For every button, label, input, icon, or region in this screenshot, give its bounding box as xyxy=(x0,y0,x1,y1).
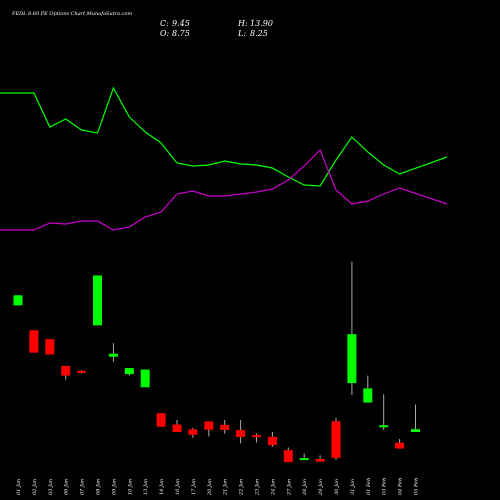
candle-body xyxy=(61,365,71,376)
candle-body xyxy=(411,429,420,433)
x-tick-label: 14 Jan xyxy=(159,479,165,495)
indicator-line-1 xyxy=(0,86,448,187)
candle-body xyxy=(395,442,405,449)
candlesticks xyxy=(13,261,420,463)
x-tick-label: 04 Feb xyxy=(398,478,404,495)
x-tick-label: 24 Jan xyxy=(270,479,276,496)
x-tick-label: 20 Jan xyxy=(207,479,213,496)
x-tick-label: 01 Feb xyxy=(366,478,372,495)
candle-body xyxy=(108,353,118,357)
candle-body xyxy=(252,435,261,438)
x-tick-label: 28 Jan xyxy=(302,479,308,496)
candle-body xyxy=(363,388,373,403)
candle-body xyxy=(13,295,23,306)
x-axis-ticks: 01 Jan 02 Jan 03 Jan 06 Jan 07 Jan 08 Jan 09 J… xyxy=(16,478,420,496)
candle-body xyxy=(347,334,357,384)
candle-body xyxy=(172,424,182,433)
candle-body xyxy=(379,425,389,428)
high-value: 13.90 xyxy=(250,19,273,28)
candle-body xyxy=(331,421,341,459)
candle-body xyxy=(236,430,246,437)
ohlc-readout: C: 9.45 H: 13.90 O: 8.75 L: 8.25 xyxy=(160,19,273,38)
candle-body xyxy=(77,370,87,373)
x-tick-label: 03 Feb xyxy=(382,478,388,495)
x-tick-label: 01 Jan xyxy=(16,479,22,495)
close-label: C: xyxy=(160,19,169,28)
x-tick-label: 16 Jan xyxy=(175,479,181,495)
candle-body xyxy=(315,459,325,462)
candle-body xyxy=(29,330,39,353)
candle-body xyxy=(45,339,55,355)
x-tick-label: 31 Jan xyxy=(350,479,356,495)
x-tick-label: 21 Jan xyxy=(223,479,229,496)
low-value: 8.25 xyxy=(250,29,268,38)
candle-body xyxy=(188,429,198,435)
x-tick-label: 03 Jan xyxy=(48,479,54,495)
x-tick-label: 08 Jan xyxy=(96,479,102,495)
x-tick-label: 30 Jan xyxy=(334,479,340,495)
candle-body xyxy=(204,421,214,430)
x-tick-label: 27 Jan xyxy=(286,479,292,496)
candle-body xyxy=(283,450,293,463)
chart-title: FEDL 8.60 PE Options Chart MunafaSutra.c… xyxy=(11,11,132,17)
x-tick-label: 02 Jan xyxy=(32,479,38,495)
indicator-lines xyxy=(0,86,448,231)
candle-body xyxy=(140,369,150,388)
x-tick-label: 13 Jan xyxy=(143,479,149,495)
candle-body xyxy=(124,368,134,375)
candle-body xyxy=(156,413,166,427)
candle-body xyxy=(220,424,230,431)
x-tick-label: 17 Jan xyxy=(191,479,197,495)
x-tick-label: 06 Jan xyxy=(64,479,70,495)
high-label: H: xyxy=(237,19,248,28)
x-tick-label: 10 Jan xyxy=(127,479,133,495)
x-tick-label: 29 Jan xyxy=(318,479,324,496)
candle-body xyxy=(93,275,102,326)
candle-body xyxy=(267,436,277,446)
x-tick-label: 22 Jan xyxy=(239,479,245,496)
x-tick-label: 23 Jan xyxy=(255,479,261,496)
x-tick-label: 09 Jan xyxy=(111,479,117,495)
indicator-line-2 xyxy=(0,148,448,231)
open-label: O: xyxy=(160,29,170,38)
x-tick-label: 07 Jan xyxy=(80,479,86,495)
open-value: 8.75 xyxy=(172,29,190,38)
candle-body xyxy=(299,458,309,461)
low-label: L: xyxy=(237,29,246,38)
close-value: 9.45 xyxy=(172,19,190,28)
x-tick-label: 05 Feb xyxy=(414,478,420,495)
